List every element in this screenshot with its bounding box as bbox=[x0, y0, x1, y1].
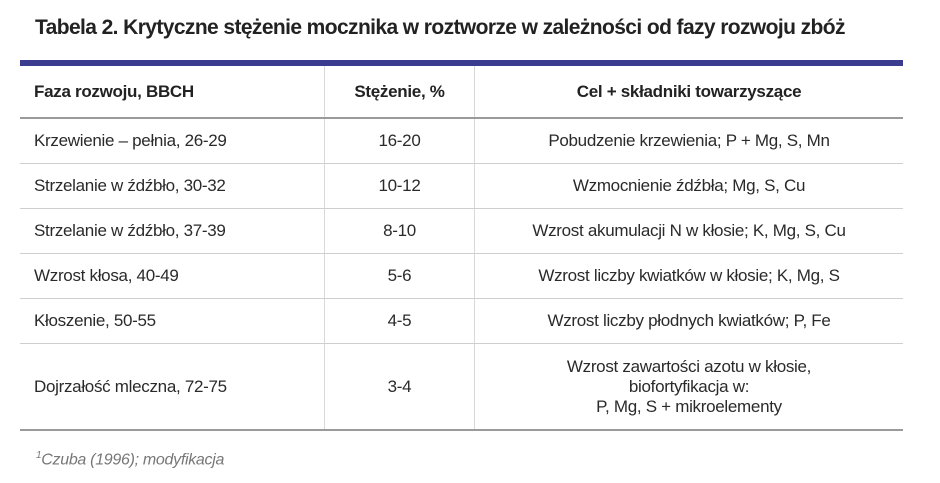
cell-concentration: 8-10 bbox=[324, 208, 475, 254]
purpose-line: Wzrost zawartości azotu w kłosie, bbox=[566, 356, 812, 376]
cell-concentration: 16-20 bbox=[324, 118, 475, 164]
purpose-line: biofortyfikacja w: bbox=[628, 376, 750, 396]
footnote-text: Czuba (1996); modyfikacja bbox=[41, 451, 225, 469]
table-row: Krzewienie – pełnia, 26-29 16-20 Pobudzeni… bbox=[20, 118, 903, 164]
footnote: 1Czuba (1996); modyfikacja bbox=[36, 450, 224, 469]
purpose-line: P, Mg, S + mikroelementy bbox=[596, 396, 782, 416]
header-concentration: Stężenie, % bbox=[324, 66, 475, 119]
cell-phase: Dojrzałość mleczna, 72-75 bbox=[20, 343, 325, 431]
cell-concentration: 10-12 bbox=[324, 163, 475, 209]
table-row: Strzelanie w źdźbło, 30-32 10-12 Wzmocnien… bbox=[20, 163, 903, 209]
accent-bar bbox=[20, 60, 903, 66]
cell-concentration: 4-5 bbox=[324, 298, 475, 344]
cell-phase: Krzewienie – pełnia, 26-29 bbox=[20, 118, 325, 164]
table-row: Wzrost kłosa, 40-49 5-6 Wzrost liczby kwia… bbox=[20, 253, 903, 299]
cell-phase: Strzelanie w źdźbło, 30-32 bbox=[20, 163, 325, 209]
cell-phase: Kłoszenie, 50-55 bbox=[20, 298, 325, 344]
cell-concentration: 5-6 bbox=[324, 253, 475, 299]
cell-phase: Wzrost kłosa, 40-49 bbox=[20, 253, 325, 299]
table-row: Strzelanie w źdźbło, 37-39 8-10 Wzrost aku… bbox=[20, 208, 903, 254]
table-row: Kłoszenie, 50-55 4-5 Wzrost liczby płodnyc… bbox=[20, 298, 903, 344]
footnote-marker: 1 bbox=[36, 450, 42, 461]
cell-purpose: Wzrost akumulacji N w kłosie; K, Mg, S, … bbox=[474, 208, 903, 254]
header-row: Faza rozwoju, BBCH Stężenie, % Cel + skł… bbox=[20, 66, 903, 119]
cell-purpose: Wzrost zawartości azotu w kłosie, biofort… bbox=[474, 343, 903, 431]
table-title: Tabela 2. Krytyczne stężenie mocznika w … bbox=[35, 16, 845, 39]
cell-purpose: Wzmocnienie źdźbła; Mg, S, Cu bbox=[474, 163, 903, 209]
cell-purpose: Wzrost liczby kwiatków w kłosie; K, Mg, … bbox=[474, 253, 903, 299]
cell-purpose: Pobudzenie krzewienia; P + Mg, S, Mn bbox=[474, 118, 903, 164]
cell-phase: Strzelanie w źdźbło, 37-39 bbox=[20, 208, 325, 254]
header-purpose: Cel + składniki towarzyszące bbox=[474, 66, 903, 119]
data-table: Faza rozwoju, BBCH Stężenie, % Cel + skł… bbox=[20, 66, 903, 431]
cell-purpose: Wzrost liczby płodnych kwiatków; P, Fe bbox=[474, 298, 903, 344]
table-row: Dojrzałość mleczna, 72-75 3-4 Wzrost zawar… bbox=[20, 343, 903, 431]
header-phase: Faza rozwoju, BBCH bbox=[20, 66, 325, 119]
cell-concentration: 3-4 bbox=[324, 343, 475, 431]
